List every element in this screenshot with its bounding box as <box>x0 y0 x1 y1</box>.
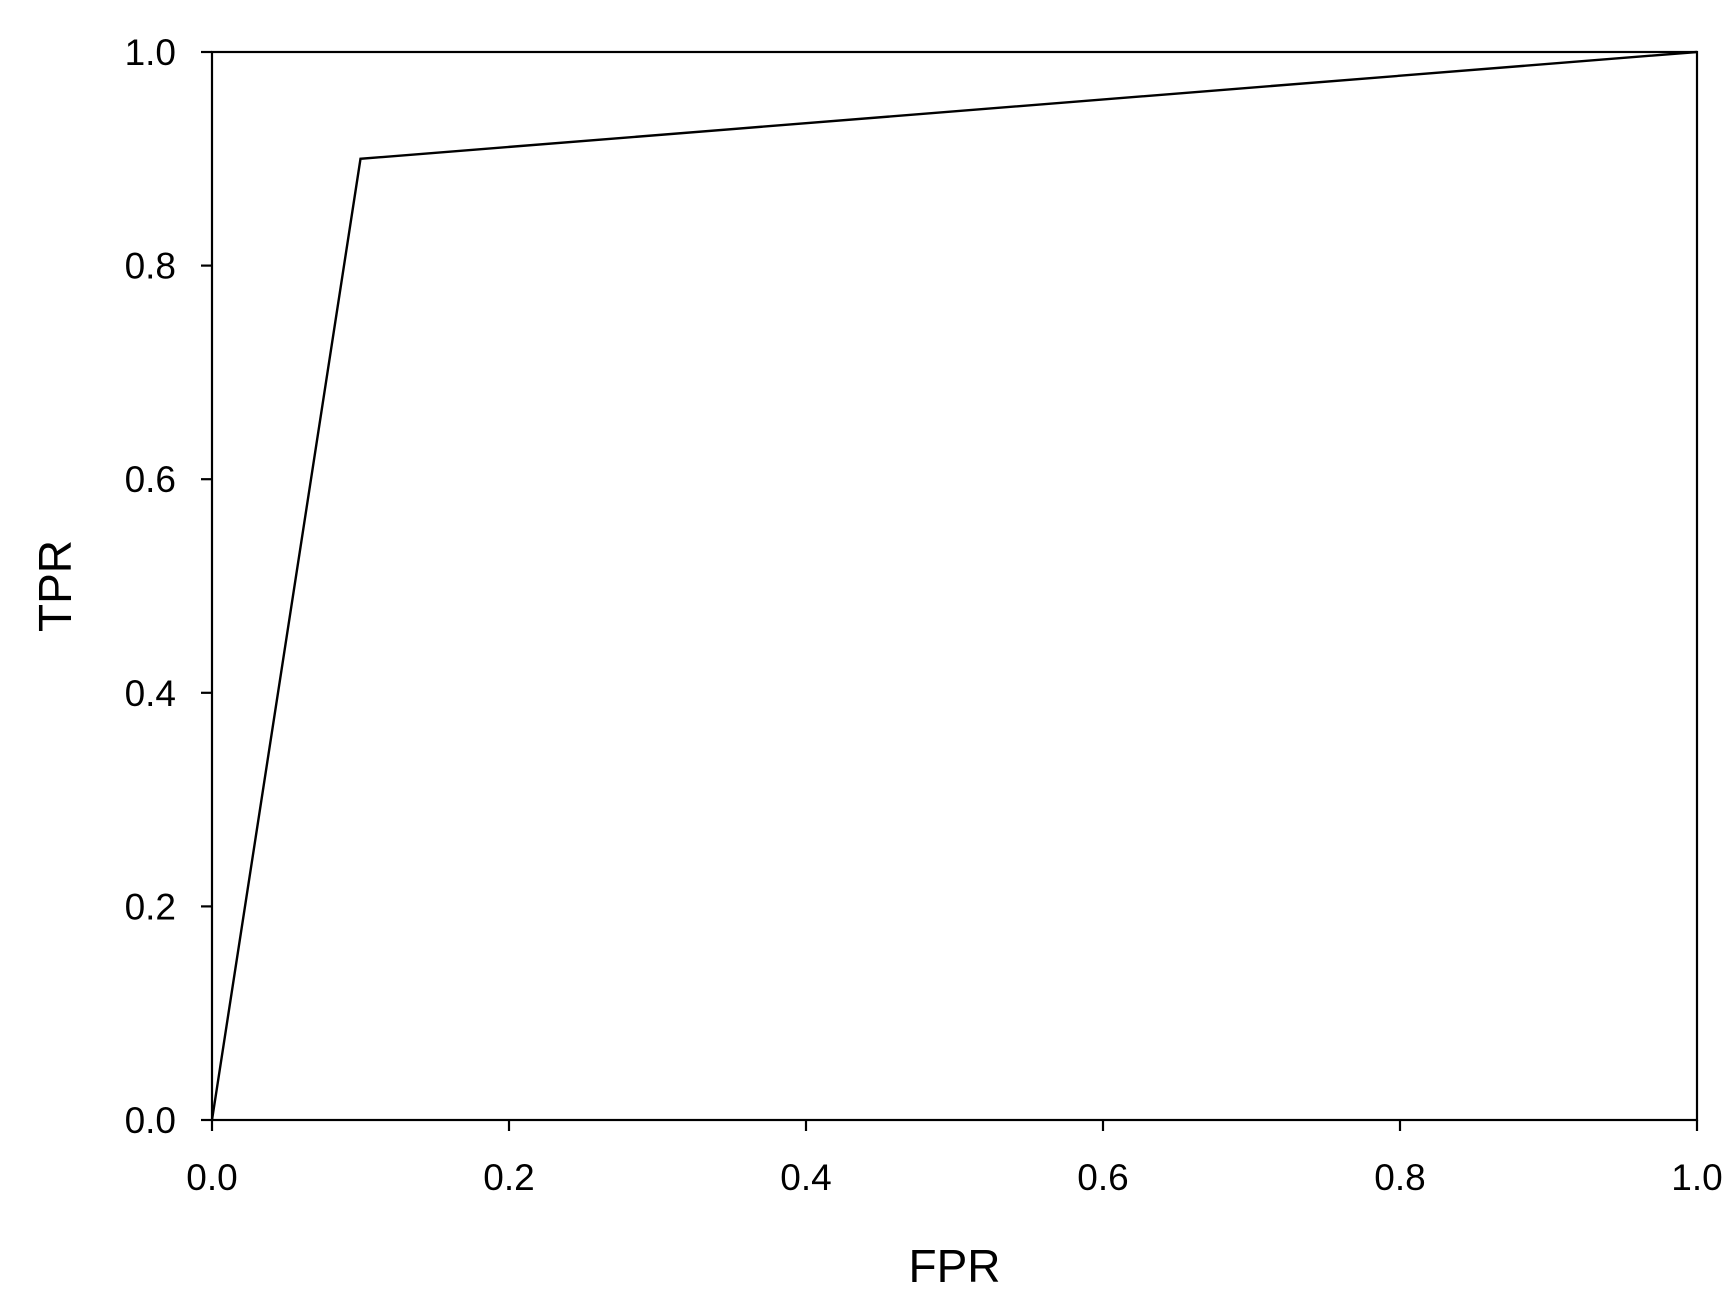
roc-curve-line <box>210 50 1698 1121</box>
x-tick-label: 0.8 <box>1374 1157 1425 1198</box>
series-layer <box>210 50 1698 1121</box>
x-tick-label: 0.2 <box>483 1157 534 1198</box>
y-tick-label: 0.6 <box>125 459 176 500</box>
y-axis-ticks: 0.0 0.2 0.4 0.6 0.8 1.0 <box>125 32 212 1141</box>
y-tick-label: 0.2 <box>125 886 176 927</box>
x-tick-label: 0.4 <box>780 1157 831 1198</box>
y-tick-label: 0.4 <box>125 673 176 714</box>
y-tick-label: 0.0 <box>125 1100 176 1141</box>
y-axis-title: TPR <box>29 540 81 632</box>
x-tick-label: 0.0 <box>186 1157 237 1198</box>
x-tick-label: 1.0 <box>1671 1157 1722 1198</box>
y-tick-label: 1.0 <box>125 32 176 73</box>
x-tick-label: 0.6 <box>1077 1157 1128 1198</box>
x-axis-ticks: 0.0 0.2 0.4 0.6 0.8 1.0 <box>186 1120 1723 1198</box>
y-tick-label: 0.8 <box>125 246 176 287</box>
x-axis-title: FPR <box>909 1240 1001 1292</box>
plot-frame <box>210 50 1699 1122</box>
